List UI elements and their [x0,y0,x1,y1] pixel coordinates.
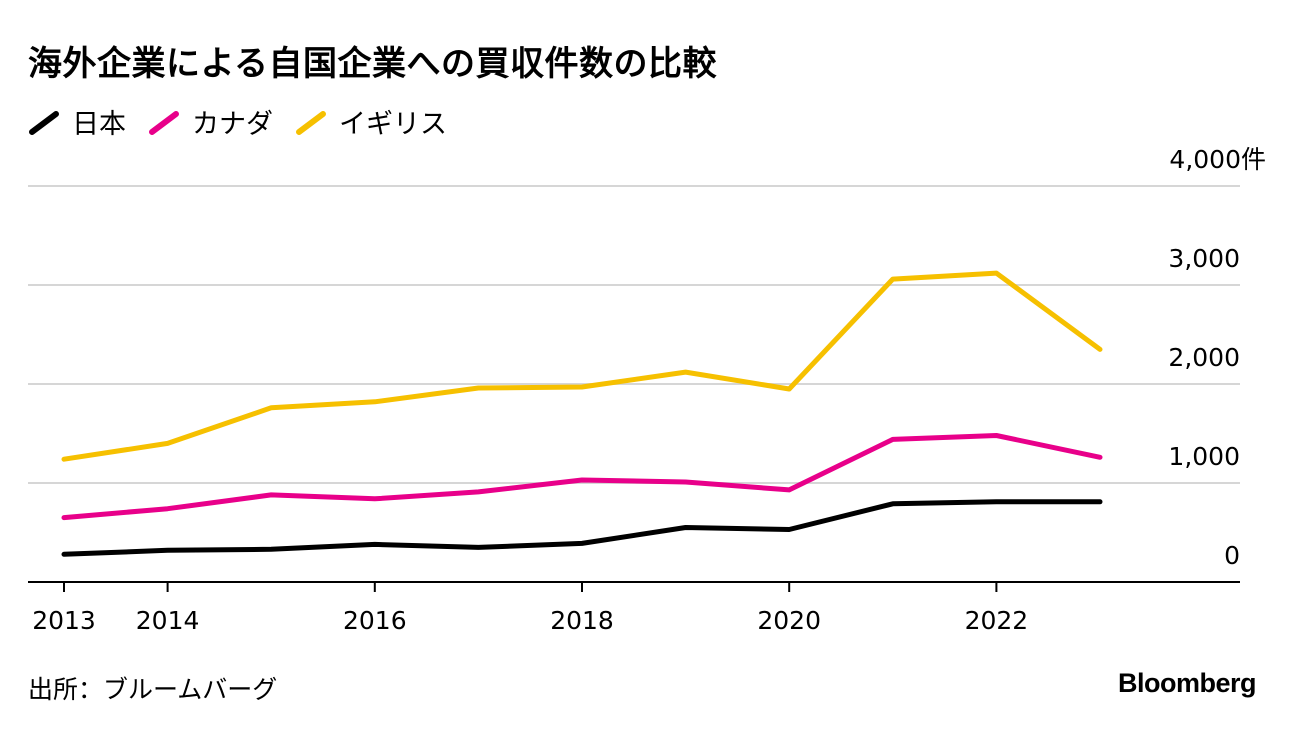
legend-item-japan: 日本 [28,102,126,141]
y-tick-label-2000: 2,000 [1168,343,1240,372]
x-tick-label-2014: 2014 [136,606,200,635]
y-tick-label-4000: 4,000件 [1169,145,1266,174]
x-tick-label-2016: 2016 [343,606,407,635]
legend-swatch-uk [296,110,326,135]
legend-swatch-japan [29,110,59,135]
x-tick-label-2022: 2022 [965,606,1029,635]
series-line-uk [61,270,1103,462]
x-tick-label-2013: 2013 [32,606,96,635]
x-tick-label-2018: 2018 [550,606,614,635]
x-tick-label-2020: 2020 [757,606,821,635]
series-line-japan [61,499,1103,557]
legend-label-japan: 日本 [72,109,126,140]
chart-title: 海外企業による自国企業への買収件数の比較 [28,44,717,84]
legend-item-uk: イギリス [295,102,447,141]
y-tick-label-1000: 1,000 [1168,442,1240,471]
series-line-canada [61,433,1103,521]
legend: 日本 カナダ イギリス [28,102,447,141]
y-tick-label-3000: 3,000 [1168,244,1240,273]
legend-item-canada: カナダ [148,102,273,141]
y-tick-label-0: 0 [1224,541,1240,570]
source-note: 出所：ブルームバーグ [28,675,278,704]
legend-label-uk: イギリス [339,109,447,140]
legend-label-canada: カナダ [192,109,273,140]
legend-swatch-canada [149,110,179,135]
bloomberg-logo: Bloomberg [1117,668,1257,698]
